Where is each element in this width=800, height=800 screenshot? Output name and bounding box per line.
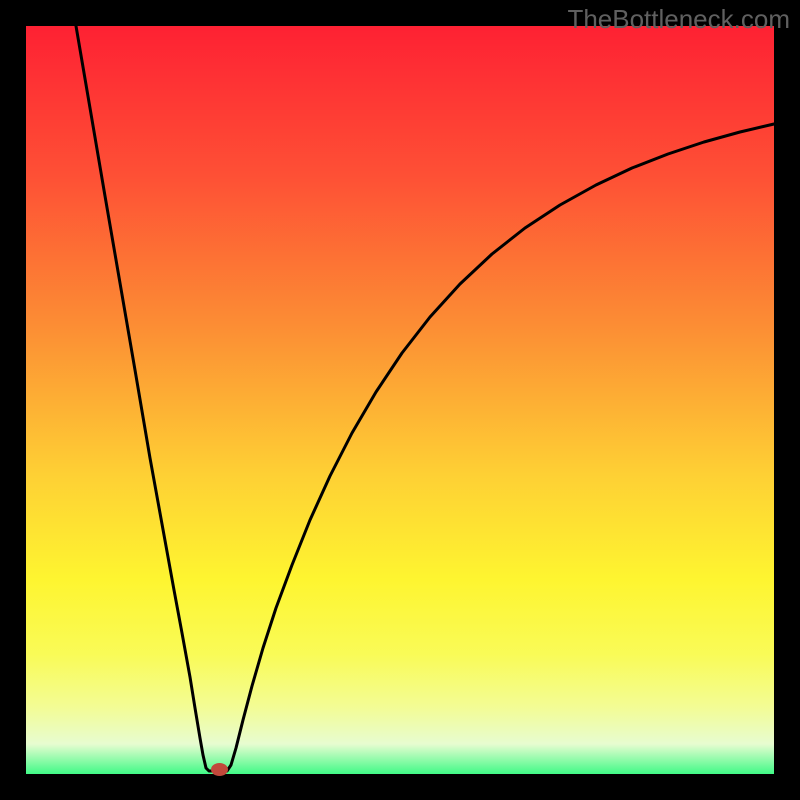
minimum-marker <box>211 763 228 776</box>
gradient-background <box>26 26 774 774</box>
watermark-text: TheBottleneck.com <box>567 4 790 35</box>
bottleneck-chart <box>0 0 800 800</box>
